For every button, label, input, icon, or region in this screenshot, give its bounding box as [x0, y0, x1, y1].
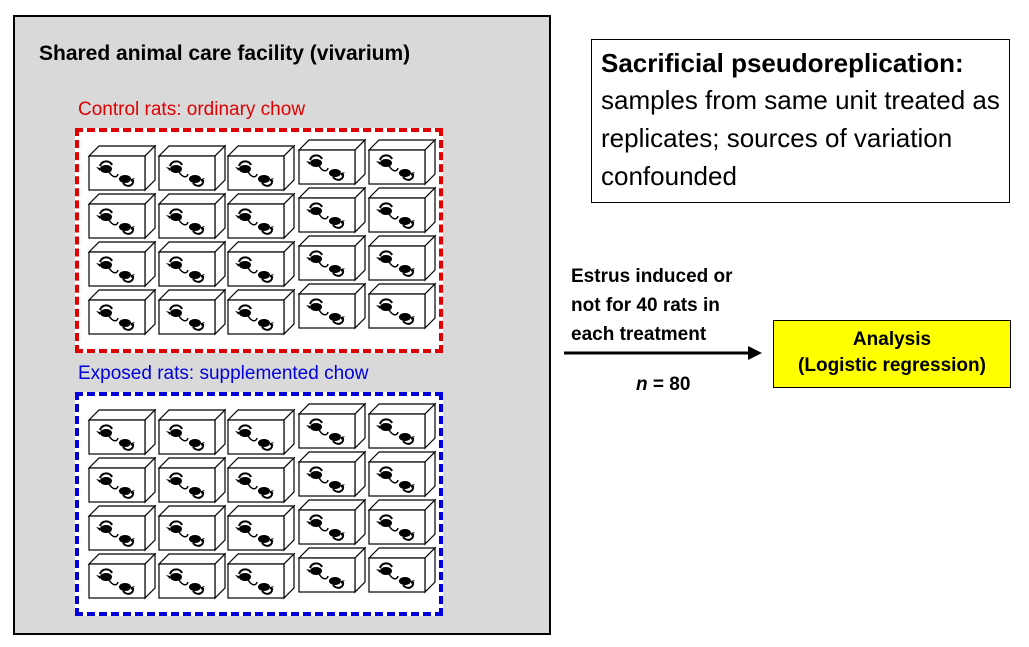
process-description: Estrus induced or not for 40 rats in eac…	[571, 262, 733, 349]
analysis-method: (Logistic regression)	[798, 355, 986, 376]
sample-size-value: = 80	[647, 374, 691, 395]
rat-cage-icon	[367, 186, 437, 234]
rat-cage-icon	[367, 282, 437, 330]
rat-cage-icon	[226, 288, 296, 336]
rat-cage-icon	[297, 282, 367, 330]
rat-cage-icon	[87, 288, 157, 336]
rat-cage-icon	[157, 408, 227, 456]
rat-cage-icon	[87, 504, 157, 552]
rat-cage-icon	[157, 192, 227, 240]
analysis-box: Analysis (Logistic regression)	[773, 320, 1011, 388]
sample-size-variable: n	[636, 374, 648, 395]
rat-cage-icon	[226, 456, 296, 504]
rat-cage-icon	[226, 240, 296, 288]
sample-size-label: n = 80	[636, 374, 690, 396]
rat-cage-icon	[157, 504, 227, 552]
rat-cage-icon	[367, 546, 437, 594]
rat-cage-icon	[87, 552, 157, 600]
rat-cage-icon	[157, 288, 227, 336]
control-group-box	[75, 128, 443, 353]
rat-cage-icon	[297, 546, 367, 594]
process-line-3: each treatment	[571, 324, 707, 345]
rat-cage-icon	[87, 144, 157, 192]
rat-cage-icon	[226, 408, 296, 456]
rat-cage-icon	[226, 192, 296, 240]
rat-cage-icon	[297, 138, 367, 186]
info-title: Sacrificial pseudoreplication:	[601, 48, 964, 78]
rat-cage-icon	[157, 552, 227, 600]
rat-cage-icon	[367, 450, 437, 498]
rat-cage-icon	[226, 504, 296, 552]
rat-cage-icon	[87, 456, 157, 504]
rat-cage-icon	[297, 234, 367, 282]
exposed-group-label: Exposed rats: supplemented chow	[78, 363, 369, 384]
rat-cage-icon	[367, 402, 437, 450]
rat-cage-icon	[297, 498, 367, 546]
control-group-label: Control rats: ordinary chow	[78, 99, 306, 120]
rat-cage-icon	[297, 402, 367, 450]
rat-cage-icon	[367, 138, 437, 186]
rat-cage-icon	[157, 144, 227, 192]
rat-cage-icon	[367, 498, 437, 546]
rat-cage-icon	[297, 186, 367, 234]
info-body: samples from same unit treated as replic…	[601, 85, 1000, 191]
rat-cage-icon	[157, 240, 227, 288]
exposed-group-box	[75, 392, 443, 616]
rat-cage-icon	[297, 450, 367, 498]
facility-title: Shared animal care facility (vivarium)	[39, 42, 411, 65]
arrow-right-icon	[564, 346, 762, 360]
rat-cage-icon	[226, 552, 296, 600]
rat-cage-icon	[87, 240, 157, 288]
rat-cage-icon	[87, 408, 157, 456]
rat-cage-icon	[157, 456, 227, 504]
process-line-2: not for 40 rats in	[571, 295, 720, 316]
process-line-1: Estrus induced or	[571, 266, 733, 287]
analysis-title: Analysis	[852, 329, 932, 350]
rat-cage-icon	[87, 192, 157, 240]
rat-cage-icon	[226, 144, 296, 192]
rat-cage-icon	[367, 234, 437, 282]
pseudoreplication-info-box: Sacrificial pseudoreplication: samples f…	[591, 39, 1010, 203]
